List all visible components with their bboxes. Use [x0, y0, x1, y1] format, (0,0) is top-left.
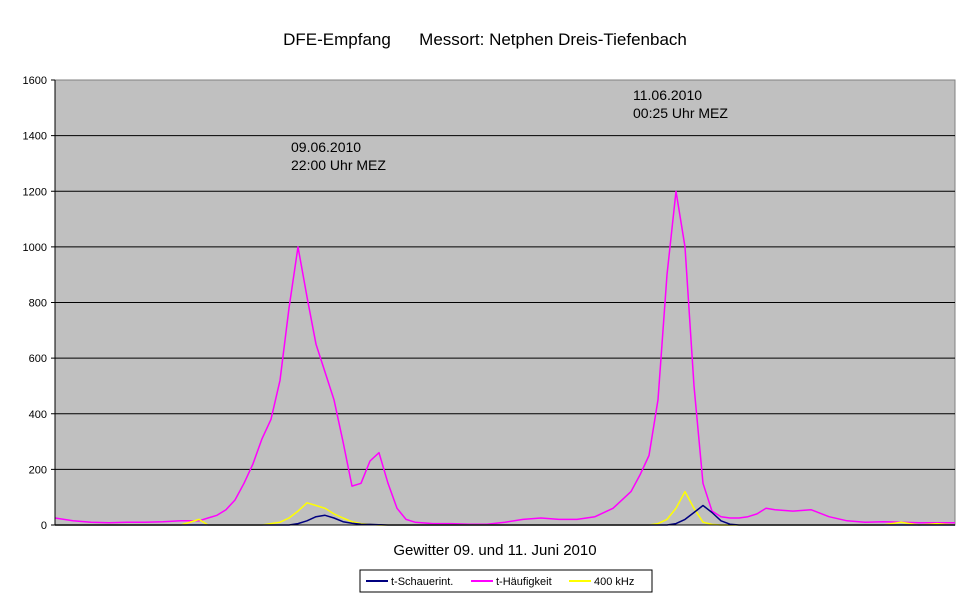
y-tick-label: 800 [29, 298, 47, 310]
annotation-1-date: 09.06.2010 [291, 139, 361, 155]
y-axis-ticks: 0 200 400 600 800 1000 1200 1400 1600 [23, 75, 55, 532]
y-tick-label: 1600 [23, 75, 47, 87]
annotation-2-time: 00:25 Uhr MEZ [633, 105, 728, 121]
series-line-1 [54, 190, 955, 525]
legend-box [359, 569, 653, 593]
legend-label-t-haeufigkeit: t-Häufigkeit [496, 576, 552, 588]
gridlines [55, 135, 955, 470]
y-tick-label: 1400 [23, 131, 47, 143]
annotation-peak-1: 09.06.2010 22:00 Uhr MEZ [291, 139, 386, 173]
y-tick-label: 1200 [23, 186, 47, 198]
legend: t-Schauerint. t-Häufigkeit 400 kHz [359, 569, 653, 593]
annotation-2-date: 11.06.2010 [633, 87, 702, 103]
chart-title: DFE-Empfang Messort: Netphen Dreis-Tiefe… [283, 30, 687, 49]
annotation-peak-2: 11.06.2010 00:25 Uhr MEZ [633, 87, 728, 121]
y-tick-label: 0 [41, 520, 47, 532]
legend-label-t-schauerint: t-Schauerint. [391, 576, 453, 588]
annotation-1-time: 22:00 Uhr MEZ [291, 157, 386, 173]
y-tick-label: 600 [29, 353, 47, 365]
legend-label-400khz: 400 kHz [594, 576, 634, 588]
x-axis-label: Gewitter 09. und 11. Juni 2010 [393, 542, 596, 559]
y-tick-label: 400 [29, 409, 47, 421]
y-tick-label: 200 [29, 464, 47, 476]
y-tick-label: 1000 [23, 242, 47, 254]
